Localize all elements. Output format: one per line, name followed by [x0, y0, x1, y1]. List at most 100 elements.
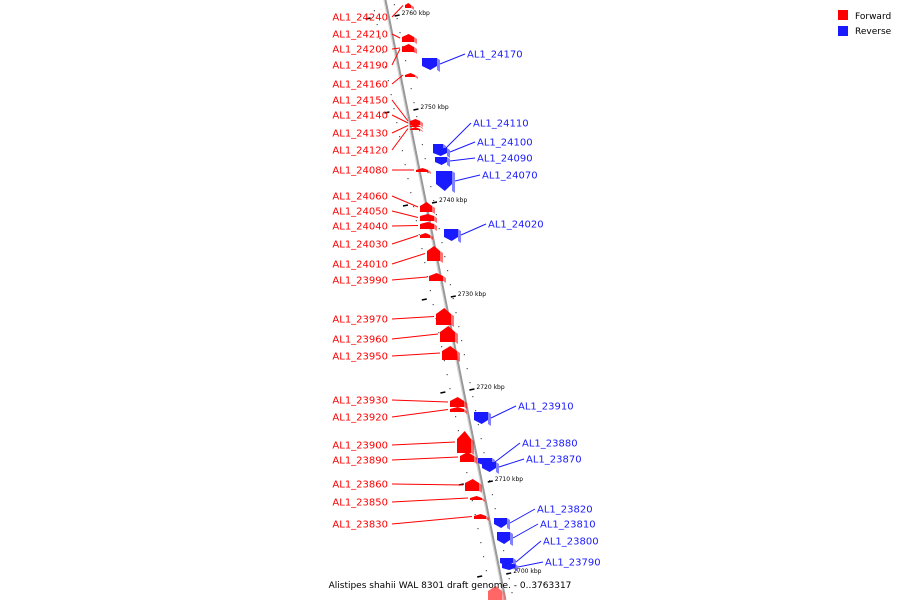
forward-gene-feature[interactable]	[405, 3, 414, 10]
gene-arrow	[422, 58, 437, 70]
forward-gene-leader	[392, 115, 408, 123]
gene-arrow-shade	[428, 170, 431, 174]
forward-gene-label[interactable]: AL1_23990	[332, 276, 388, 287]
reverse-gene-label[interactable]: AL1_24070	[482, 171, 538, 182]
gene-arrow	[405, 3, 411, 8]
kbp-tick-mark	[440, 392, 445, 393]
axis-dot	[478, 424, 479, 425]
reverse-gene-label[interactable]: AL1_23800	[543, 537, 599, 548]
gene-arrow-shade	[414, 37, 417, 44]
forward-gene-feature[interactable]	[420, 222, 437, 231]
forward-gene-label[interactable]: AL1_24190	[332, 61, 388, 72]
forward-gene-leader	[392, 353, 440, 356]
forward-gene-label[interactable]: AL1_23930	[332, 396, 388, 407]
gene-arrow-shade	[496, 462, 499, 474]
axis-dot	[430, 186, 431, 187]
gene-arrow-shade	[447, 157, 450, 167]
axis-dot	[461, 340, 462, 341]
axis-dot	[475, 410, 476, 411]
forward-gene-label[interactable]: AL1_23860	[332, 480, 388, 491]
forward-gene-label[interactable]: AL1_23970	[332, 315, 388, 326]
forward-gene-label[interactable]: AL1_23960	[332, 335, 388, 346]
forward-gene-label[interactable]: AL1_24040	[332, 222, 388, 233]
forward-gene-label[interactable]: AL1_23890	[332, 456, 388, 467]
forward-gene-label[interactable]: AL1_24150	[332, 96, 388, 107]
axis-dot	[419, 130, 420, 131]
forward-gene-feature[interactable]	[465, 479, 482, 493]
reverse-legend-swatch	[838, 26, 848, 36]
forward-gene-label[interactable]: AL1_23950	[332, 352, 388, 363]
axis-dot	[444, 256, 445, 257]
axis-dot	[416, 220, 417, 221]
reverse-gene-feature[interactable]	[435, 157, 450, 167]
reverse-gene-label[interactable]: AL1_23820	[537, 505, 593, 516]
axis-dot	[495, 508, 496, 509]
forward-gene-label[interactable]: AL1_24240	[332, 13, 388, 24]
reverse-gene-label[interactable]: AL1_24100	[477, 138, 533, 149]
gene-arrow	[420, 214, 434, 221]
forward-gene-label[interactable]: AL1_24130	[332, 129, 388, 140]
forward-gene-feature[interactable]	[442, 346, 460, 362]
forward-gene-label[interactable]: AL1_24140	[332, 111, 388, 122]
forward-gene-feature[interactable]	[427, 246, 443, 263]
forward-gene-leader	[392, 400, 448, 402]
forward-gene-label[interactable]: AL1_24120	[332, 146, 388, 157]
forward-gene-label[interactable]: AL1_23830	[332, 520, 388, 531]
forward-gene-feature[interactable]	[450, 407, 467, 414]
gene-features: AL1_24240 AL1_24210 AL1_24200 AL1_24190 AL1_…	[332, 3, 600, 600]
reverse-gene-leader	[440, 54, 465, 64]
forward-gene-label[interactable]: AL1_24080	[332, 166, 388, 177]
kbp-tick-mark	[413, 109, 418, 110]
axis-dot	[483, 556, 484, 557]
gene-arrow	[470, 496, 482, 500]
gene-arrow-shade	[414, 47, 417, 54]
axis-dot	[424, 262, 425, 263]
reverse-gene-feature[interactable]	[482, 462, 499, 474]
axis-dot	[455, 312, 456, 313]
reverse-gene-label[interactable]: AL1_24090	[477, 154, 533, 165]
reverse-gene-feature[interactable]	[444, 229, 461, 243]
forward-gene-label[interactable]: AL1_24030	[332, 240, 388, 251]
forward-gene-feature[interactable]	[440, 326, 458, 344]
forward-gene-label[interactable]: AL1_23900	[332, 441, 388, 452]
reverse-gene-feature[interactable]	[433, 148, 450, 158]
reverse-gene-label[interactable]: AL1_24170	[467, 50, 523, 61]
reverse-gene-label[interactable]: AL1_23880	[522, 439, 578, 450]
forward-gene-feature[interactable]	[402, 34, 417, 44]
gene-arrow	[444, 229, 458, 241]
gene-arrow	[435, 157, 447, 165]
forward-gene-label[interactable]: AL1_23850	[332, 498, 388, 509]
reverse-gene-feature[interactable]	[422, 58, 440, 72]
forward-gene-feature[interactable]	[429, 273, 446, 283]
reverse-gene-feature[interactable]	[474, 412, 491, 426]
forward-gene-label[interactable]: AL1_24200	[332, 45, 388, 56]
forward-gene-leader	[392, 236, 418, 245]
reverse-gene-feature[interactable]	[497, 532, 513, 546]
reverse-gene-label[interactable]: AL1_23910	[518, 402, 574, 413]
reverse-gene-label[interactable]: AL1_24110	[473, 119, 529, 130]
forward-gene-feature[interactable]	[405, 73, 418, 79]
axis-dot	[405, 164, 406, 165]
reverse-gene-label[interactable]: AL1_23870	[526, 455, 582, 466]
kbp-tick-mark	[477, 576, 482, 577]
axis-dot	[483, 452, 484, 453]
forward-gene-feature[interactable]	[436, 308, 454, 327]
gene-arrow	[436, 308, 451, 325]
forward-legend-swatch	[838, 10, 848, 20]
forward-gene-label[interactable]: AL1_24160	[332, 80, 388, 91]
axis-dot	[416, 116, 417, 117]
axis-dot	[413, 102, 414, 103]
forward-gene-leader	[392, 226, 418, 227]
reverse-gene-feature[interactable]	[494, 518, 510, 530]
reverse-gene-label[interactable]: AL1_23810	[540, 520, 596, 531]
forward-gene-label[interactable]: AL1_23920	[332, 413, 388, 424]
reverse-gene-feature[interactable]	[436, 171, 455, 193]
reverse-gene-label[interactable]: AL1_23790	[545, 558, 601, 569]
forward-gene-label[interactable]: AL1_24010	[332, 260, 388, 271]
reverse-gene-label[interactable]: AL1_24020	[488, 220, 544, 231]
axis-dot	[396, 122, 397, 123]
forward-gene-label[interactable]: AL1_24210	[332, 30, 388, 41]
forward-gene-label[interactable]: AL1_24060	[332, 192, 388, 203]
forward-gene-label[interactable]: AL1_24050	[332, 207, 388, 218]
gene-arrow-shade	[455, 332, 458, 344]
